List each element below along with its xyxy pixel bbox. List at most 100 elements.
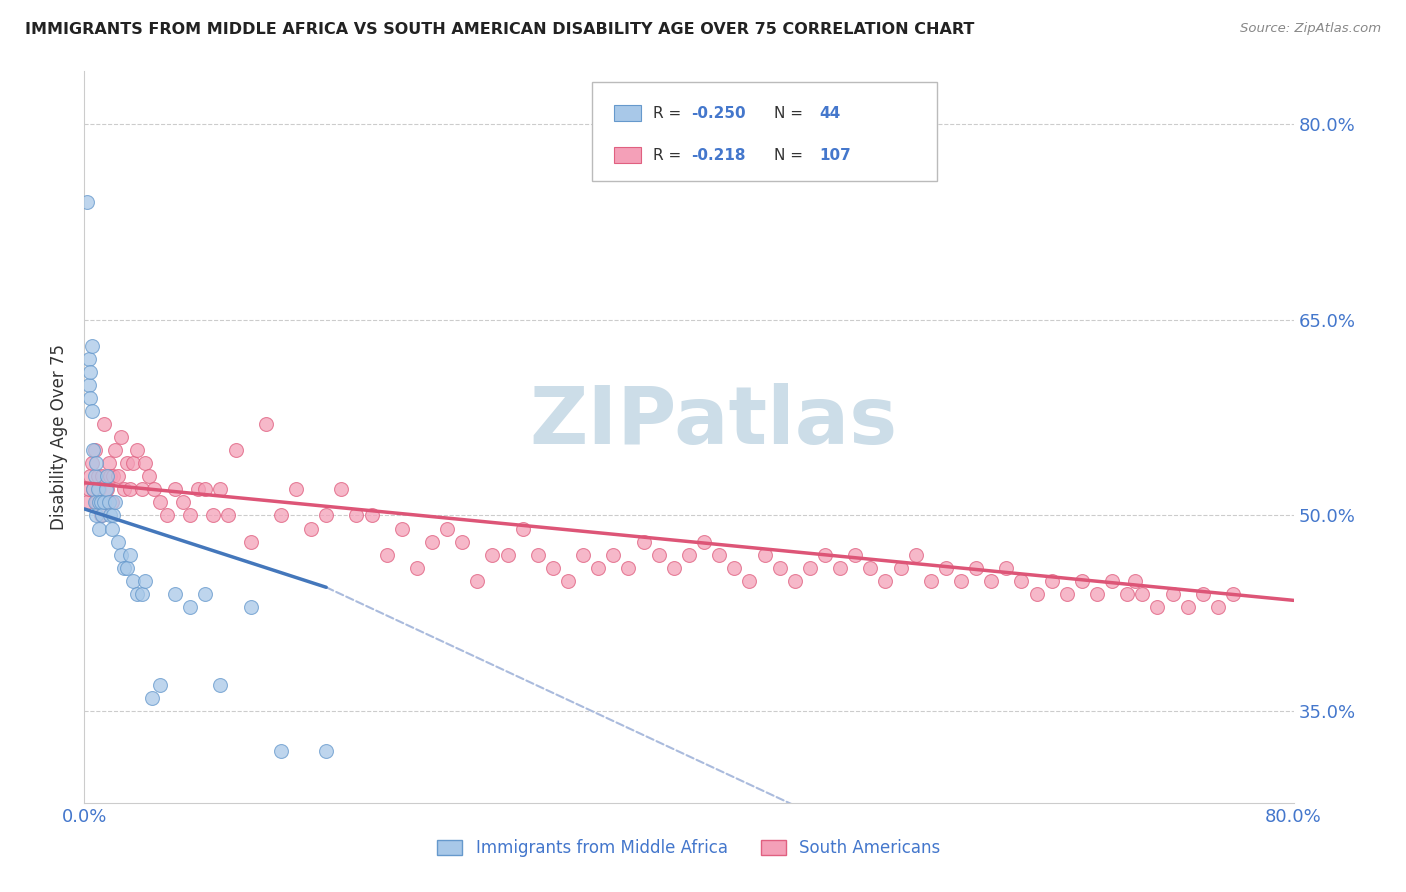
Point <box>89 495 111 509</box>
Point <box>172 495 194 509</box>
Point <box>118 548 141 562</box>
Point <box>602 548 624 562</box>
Point <box>254 417 277 431</box>
Point <box>79 365 101 379</box>
Point <box>76 194 98 209</box>
Point <box>80 404 103 418</box>
Point <box>82 483 104 497</box>
Point <box>995 560 1018 574</box>
Point <box>131 587 153 601</box>
Point <box>1123 574 1146 588</box>
Point <box>1101 574 1123 588</box>
Point <box>1161 587 1184 601</box>
Point <box>97 495 120 509</box>
Point <box>87 483 110 497</box>
Point <box>709 548 731 562</box>
Point <box>1146 599 1168 614</box>
Point <box>662 560 685 574</box>
Point <box>84 443 107 458</box>
Point <box>127 587 149 601</box>
Point <box>315 743 337 757</box>
Point <box>239 599 262 614</box>
Text: IMMIGRANTS FROM MIDDLE AFRICA VS SOUTH AMERICAN DISABILITY AGE OVER 75 CORRELATI: IMMIGRANTS FROM MIDDLE AFRICA VS SOUTH A… <box>25 22 974 37</box>
Point <box>875 574 897 588</box>
Point <box>77 377 100 392</box>
Point <box>165 587 187 601</box>
Point <box>935 560 957 574</box>
Point <box>890 560 912 574</box>
Point <box>89 483 111 497</box>
Point <box>814 548 837 562</box>
Point <box>121 456 143 470</box>
Point <box>141 691 163 706</box>
Point <box>1222 587 1244 601</box>
Point <box>1071 574 1094 588</box>
Point <box>86 495 108 509</box>
Point <box>97 456 120 470</box>
Point <box>844 548 866 562</box>
Point <box>107 469 129 483</box>
Point <box>512 521 534 535</box>
Point <box>134 456 156 470</box>
Point <box>94 495 117 509</box>
Point <box>112 483 135 497</box>
Point <box>391 521 413 535</box>
Point <box>93 417 115 431</box>
Point <box>142 483 165 497</box>
Point <box>179 599 201 614</box>
Point <box>80 338 103 352</box>
Point <box>87 469 110 483</box>
Text: N =: N = <box>773 148 807 162</box>
Point <box>980 574 1002 588</box>
Point <box>648 548 671 562</box>
Point <box>375 548 398 562</box>
Point <box>451 534 474 549</box>
Point <box>920 574 942 588</box>
Point <box>406 560 429 574</box>
Point <box>86 456 108 470</box>
FancyBboxPatch shape <box>614 105 641 121</box>
Point <box>94 483 117 497</box>
Point <box>80 456 103 470</box>
Point <box>82 443 104 458</box>
Point <box>209 483 232 497</box>
Point <box>91 508 114 523</box>
Point <box>270 743 292 757</box>
Text: 107: 107 <box>820 148 851 162</box>
Point <box>738 574 761 588</box>
Text: R =: R = <box>652 148 686 162</box>
Point <box>693 534 716 549</box>
Point <box>101 508 124 523</box>
Point <box>110 430 132 444</box>
Point <box>285 483 308 497</box>
Point <box>77 351 100 366</box>
Point <box>127 443 149 458</box>
Point <box>131 483 153 497</box>
Text: ZIPatlas: ZIPatlas <box>529 384 897 461</box>
Point <box>98 469 121 483</box>
Point <box>754 548 776 562</box>
Point <box>1177 599 1199 614</box>
Point <box>209 678 232 692</box>
Point <box>299 521 322 535</box>
Point <box>90 495 112 509</box>
Point <box>678 548 700 562</box>
Point <box>270 508 292 523</box>
Point <box>121 574 143 588</box>
Point <box>115 560 138 574</box>
FancyBboxPatch shape <box>614 147 641 163</box>
Point <box>79 469 101 483</box>
Point <box>149 495 172 509</box>
Point <box>91 469 114 483</box>
FancyBboxPatch shape <box>592 82 936 181</box>
Point <box>1206 599 1229 614</box>
Point <box>1192 587 1215 601</box>
Point <box>110 548 132 562</box>
Point <box>82 483 104 497</box>
Point <box>541 560 564 574</box>
Point <box>830 560 852 574</box>
Point <box>633 534 655 549</box>
Point <box>93 495 115 509</box>
Text: -0.218: -0.218 <box>692 148 745 162</box>
Legend: Immigrants from Middle Africa, South Americans: Immigrants from Middle Africa, South Ame… <box>430 832 948 864</box>
